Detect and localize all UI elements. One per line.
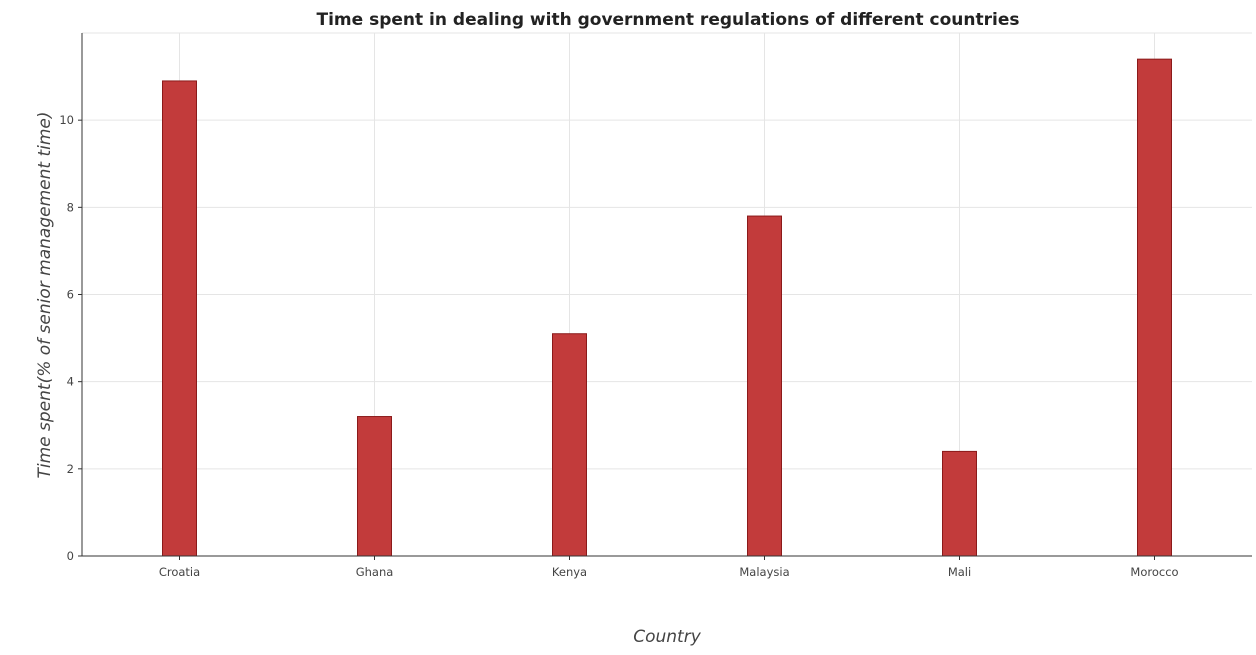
y-ticks: 0 2 4 6 8 10 bbox=[59, 113, 82, 563]
bar-croatia bbox=[162, 80, 197, 557]
x-tick-label: Morocco bbox=[1130, 565, 1178, 579]
y-tick-label: 4 bbox=[67, 375, 74, 389]
bar-ghana bbox=[357, 416, 392, 557]
bar-mali bbox=[942, 450, 977, 557]
x-tick-label: Mali bbox=[948, 565, 971, 579]
x-tick-label: Kenya bbox=[552, 565, 587, 579]
y-tick-label: 6 bbox=[67, 288, 74, 302]
x-axis-label: Country bbox=[633, 627, 701, 647]
x-tick-label: Ghana bbox=[356, 565, 394, 579]
y-tick-label: 2 bbox=[67, 462, 74, 476]
x-tick-label: Croatia bbox=[159, 565, 200, 579]
bars bbox=[162, 58, 1172, 557]
bar-morocco bbox=[1137, 58, 1172, 557]
chart-title: Time spent in dealing with government re… bbox=[317, 10, 1020, 30]
grid bbox=[82, 32, 1252, 557]
y-tick-label: 0 bbox=[67, 549, 74, 563]
y-tick-label: 8 bbox=[67, 200, 74, 214]
x-tick-label: Malaysia bbox=[739, 565, 789, 579]
bar-kenya bbox=[552, 333, 587, 557]
y-axis-label: Time spent(% of senior management time) bbox=[35, 112, 55, 479]
bar-malaysia bbox=[747, 215, 782, 557]
y-tick-label: 10 bbox=[59, 113, 74, 127]
x-ticks: Croatia Ghana Kenya Malaysia Mali Morocco bbox=[159, 556, 1179, 579]
